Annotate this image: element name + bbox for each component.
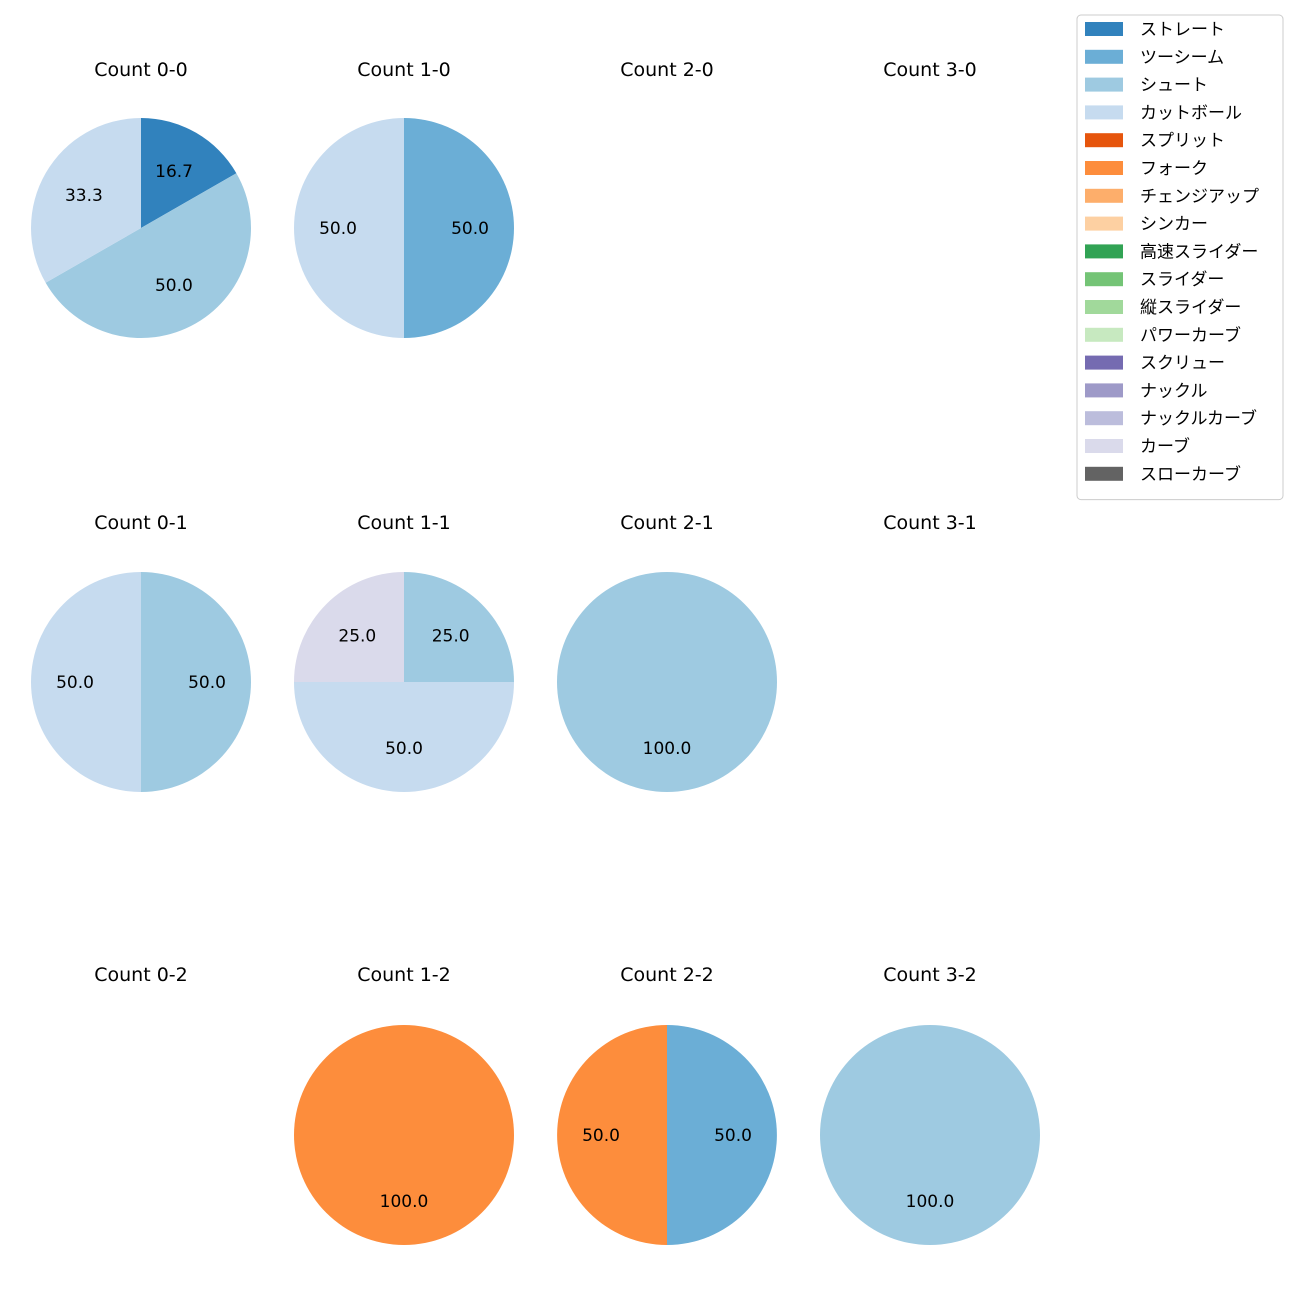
legend-swatch xyxy=(1085,327,1123,342)
slice-label: 100.0 xyxy=(643,739,692,759)
legend-swatch xyxy=(1085,49,1123,64)
pie-panel: Count 1-0 50.0 50.0 xyxy=(294,59,514,338)
panel-title: Count 0-2 xyxy=(94,964,188,986)
slice-label: 50.0 xyxy=(582,1126,620,1146)
legend-label: ツーシーム xyxy=(1140,48,1224,68)
panel-title: Count 1-0 xyxy=(357,59,451,81)
panel-title: Count 0-1 xyxy=(94,512,188,534)
slice-label: 50.0 xyxy=(155,276,193,296)
slice-label: 16.7 xyxy=(155,162,193,182)
pie-slice xyxy=(404,118,514,338)
pie-panel: Count 2-2 50.0 50.0 xyxy=(557,964,777,1245)
legend-label: カットボール xyxy=(1140,103,1242,123)
legend-swatch xyxy=(1085,300,1123,314)
panel-title: Count 2-0 xyxy=(620,59,714,81)
legend-label: スローカーブ xyxy=(1140,464,1241,485)
legend-label: ナックル xyxy=(1140,381,1208,401)
legend-swatch xyxy=(1085,77,1123,92)
slice-label: 33.3 xyxy=(65,186,103,206)
slice-label: 50.0 xyxy=(56,673,94,693)
legend-swatch xyxy=(1085,355,1123,370)
legend-swatch xyxy=(1085,133,1123,148)
legend-frame xyxy=(1076,14,1284,501)
legend-swatch xyxy=(1085,105,1123,120)
legend-label: フォーク xyxy=(1140,159,1208,179)
pie-panel: Count 1-1 25.0 50.0 25.0 xyxy=(294,512,514,792)
panel-title: Count 1-2 xyxy=(357,964,451,986)
pie-panel: Count 2-0 xyxy=(620,59,714,81)
legend-label: スライダー xyxy=(1140,270,1224,290)
pie-panel: Count 1-2 100.0 xyxy=(294,964,514,1245)
panel-title: Count 0-0 xyxy=(94,59,188,81)
pie-slice xyxy=(294,1025,514,1245)
pie-panel: Count 3-0 xyxy=(883,59,977,81)
legend-label: スクリュー xyxy=(1140,354,1225,374)
pie-slice xyxy=(294,572,404,682)
panel-title: Count 3-0 xyxy=(883,59,977,81)
legend-swatch xyxy=(1085,466,1123,481)
slice-label: 25.0 xyxy=(432,626,470,646)
pie-slice xyxy=(404,572,514,682)
legend-swatch xyxy=(1085,411,1123,426)
legend-label: 縦スライダー xyxy=(1140,298,1241,318)
pie-slice xyxy=(820,1025,1040,1245)
pie-panel: Count 0-1 50.0 50.0 xyxy=(31,512,251,792)
pie-panel: Count 2-1 100.0 xyxy=(557,512,777,792)
pie-slice xyxy=(31,572,141,792)
panel-title: Count 1-1 xyxy=(357,512,451,534)
legend-label: ナックルカーブ xyxy=(1140,408,1257,429)
slice-label: 50.0 xyxy=(385,739,423,759)
legend-label: カーブ xyxy=(1140,436,1190,457)
legend-swatch xyxy=(1085,439,1123,453)
legend-swatch xyxy=(1085,22,1123,36)
pie-slice xyxy=(557,572,777,792)
legend-label: スプリット xyxy=(1140,131,1225,151)
slice-label: 50.0 xyxy=(188,673,226,693)
legend-label: シュート xyxy=(1140,76,1208,96)
legend-label: シンカー xyxy=(1140,215,1208,235)
legend-swatch xyxy=(1085,216,1123,231)
pie-slice xyxy=(141,572,251,792)
pie-panel: Count 0-2 xyxy=(94,964,188,986)
pie-slice xyxy=(45,173,252,339)
pie-slice xyxy=(557,1025,667,1245)
legend-swatch xyxy=(1085,383,1123,398)
pie-slice xyxy=(30,117,141,283)
legend-swatch xyxy=(1085,272,1123,287)
legend-label: パワーカーブ xyxy=(1140,325,1241,346)
legend-swatch xyxy=(1085,161,1123,175)
panel-title: Count 2-2 xyxy=(620,964,714,986)
pie-panel: Count 3-1 xyxy=(883,512,977,534)
pie-slice xyxy=(667,1025,777,1245)
panel-title: Count 2-1 xyxy=(620,512,714,534)
legend-label: チェンジアップ xyxy=(1140,187,1259,207)
slice-label: 25.0 xyxy=(338,626,376,646)
legend-label: 高速スライダー xyxy=(1140,242,1258,262)
slice-label: 100.0 xyxy=(380,1192,429,1212)
pie-slice xyxy=(294,682,514,792)
legend-label: ストレート xyxy=(1140,20,1225,40)
panel-title: Count 3-2 xyxy=(883,964,977,986)
slice-label: 50.0 xyxy=(714,1126,752,1146)
pie-panel: Count 0-0 16.7 50.0 33.3 xyxy=(30,59,252,339)
slice-label: 100.0 xyxy=(906,1192,955,1212)
slice-label: 50.0 xyxy=(319,219,357,239)
pie-slice xyxy=(141,118,237,228)
legend-swatch xyxy=(1085,244,1123,259)
pie-panel: Count 3-2 100.0 xyxy=(820,964,1040,1245)
pie-slice xyxy=(294,118,404,338)
legend: ストレートツーシームシュートカットボールスプリットフォークチェンジアップシンカー… xyxy=(1076,14,1284,501)
slice-label: 50.0 xyxy=(451,219,489,239)
legend-swatch xyxy=(1085,188,1123,203)
panel-title: Count 3-1 xyxy=(883,512,977,534)
